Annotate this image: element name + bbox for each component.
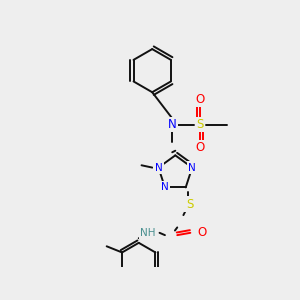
Text: O: O <box>195 93 205 106</box>
Text: NH: NH <box>140 228 156 238</box>
Text: N: N <box>161 182 169 192</box>
Text: O: O <box>197 226 206 239</box>
Text: N: N <box>168 118 177 131</box>
Text: S: S <box>186 198 193 211</box>
Text: N: N <box>188 163 196 172</box>
Text: S: S <box>196 118 204 131</box>
Text: N: N <box>154 163 162 172</box>
Text: O: O <box>195 141 205 154</box>
